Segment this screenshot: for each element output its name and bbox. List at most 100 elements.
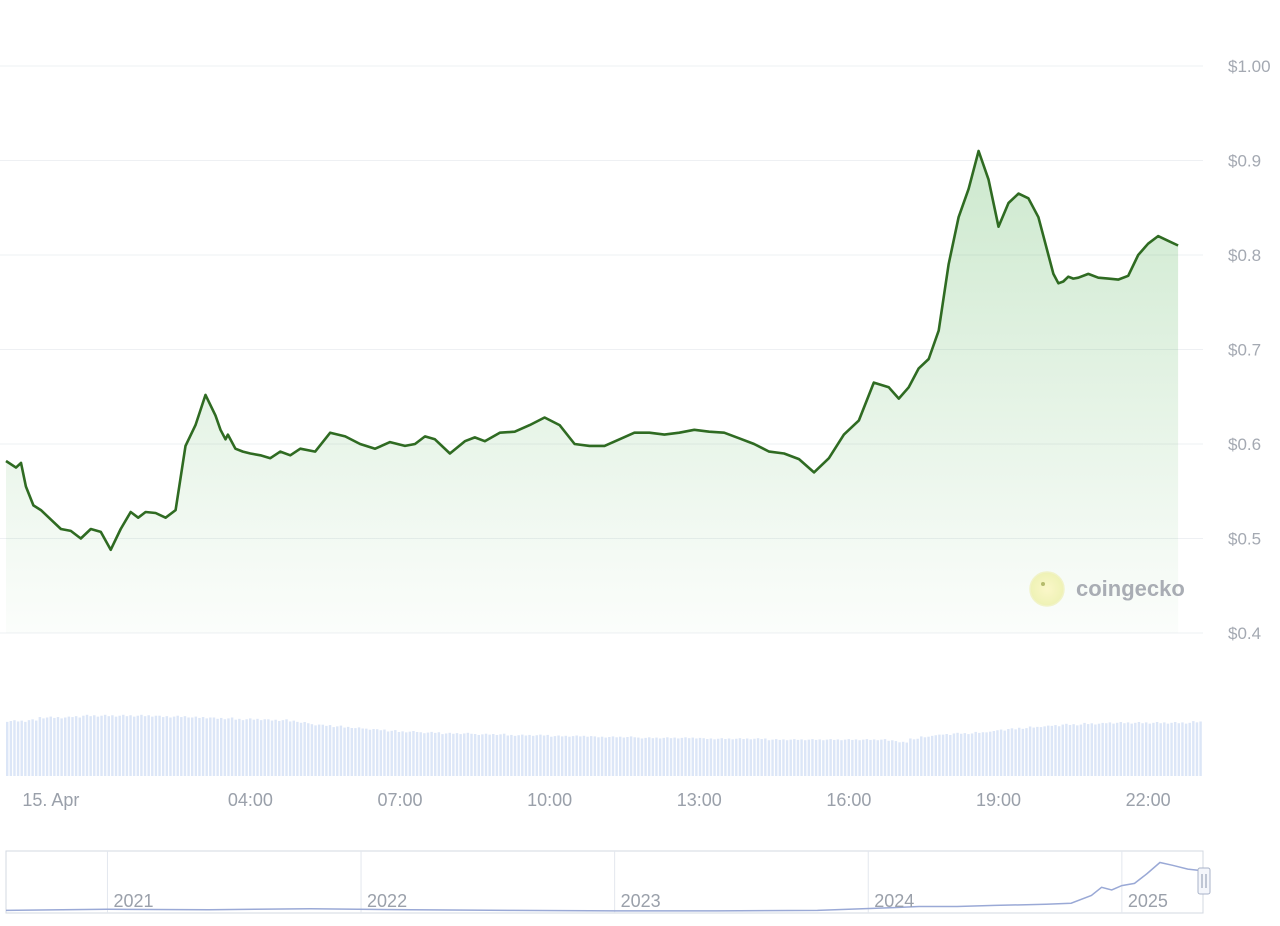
volume-bar: [1032, 727, 1035, 776]
volume-bar: [909, 738, 912, 776]
volume-bar: [390, 730, 393, 776]
volume-bar: [249, 718, 252, 776]
volume-bar: [510, 734, 513, 776]
volume-bar: [1054, 725, 1057, 776]
volume-bar: [176, 715, 179, 776]
volume-bar: [1108, 722, 1112, 776]
volume-bar: [1079, 724, 1083, 776]
volume-bar: [1105, 723, 1108, 776]
volume-bar: [1072, 724, 1075, 776]
x-tick-label: 07:00: [377, 790, 422, 810]
volume-bar: [419, 732, 422, 776]
volume-bar: [245, 719, 248, 776]
volume-bar: [1090, 723, 1093, 776]
volume-bar: [1115, 722, 1119, 776]
volume-bar: [1184, 723, 1188, 776]
y-tick-label: $0.7: [1228, 341, 1261, 360]
volume-bar: [216, 718, 219, 776]
y-axis-ticks: $1.00 $0.9 $0.8 $0.7 $0.6 $0.5 $0.4: [1228, 57, 1271, 643]
volume-bar: [1043, 726, 1046, 776]
volume-bar: [365, 728, 368, 776]
volume-bar: [898, 742, 901, 776]
volume-bar: [408, 731, 412, 776]
volume-bar: [1188, 722, 1191, 776]
volume-bar: [198, 717, 201, 776]
volume-bar: [800, 739, 803, 776]
volume-bar: [122, 714, 125, 776]
volume-bar: [767, 740, 771, 776]
volume-bar: [53, 717, 56, 776]
volume-bar: [1130, 723, 1133, 776]
volume-bar: [735, 738, 738, 776]
volume-bar: [463, 733, 466, 776]
volume-bar: [492, 734, 495, 776]
volume-bar: [793, 739, 796, 776]
price-line: [5, 149, 1179, 552]
volume-bar: [71, 717, 74, 776]
volume-bar: [317, 724, 321, 776]
volume-bar: [448, 732, 451, 776]
volume-bar: [332, 727, 335, 776]
volume-bar: [524, 735, 528, 776]
volume-bar: [814, 739, 818, 776]
volume-bar: [727, 738, 731, 776]
volume-bar: [434, 732, 437, 776]
volume-bar: [883, 739, 887, 776]
volume-bar: [227, 718, 230, 776]
volume-bar: [1126, 722, 1130, 776]
volume-bar: [840, 740, 843, 776]
volume-bar: [205, 718, 208, 776]
x-tick-label: 13:00: [677, 790, 722, 810]
volume-bar: [934, 735, 938, 776]
x-tick-label: 10:00: [527, 790, 572, 810]
volume-bar: [916, 738, 919, 776]
volume-bar: [1159, 723, 1162, 776]
volume-bar: [1148, 723, 1152, 776]
volume-bar: [473, 734, 477, 776]
volume-bar: [394, 730, 397, 776]
volume-bar: [774, 739, 778, 776]
volume-bar: [1195, 722, 1199, 776]
volume-bar: [579, 736, 582, 776]
y-tick-label: $1.00: [1228, 57, 1271, 76]
volume-bar: [923, 737, 927, 776]
volume-bar: [999, 729, 1003, 776]
volume-bar: [1152, 722, 1155, 776]
navigator-handle[interactable]: [1197, 867, 1211, 895]
navigator-year-label: 2021: [113, 891, 153, 911]
volume-bar: [165, 716, 169, 776]
volume-bar: [263, 719, 266, 776]
navigator-year-label: 2024: [874, 891, 914, 911]
volume-bar: [27, 720, 31, 776]
volume-bar: [111, 715, 114, 776]
volume-bar: [745, 738, 749, 776]
volume-bar: [386, 731, 390, 776]
volume-bar: [778, 739, 782, 776]
volume-bar: [375, 729, 379, 776]
volume-bar: [546, 734, 549, 776]
volume-bar: [147, 715, 150, 776]
volume-bar: [1097, 723, 1101, 776]
volume-bar: [169, 717, 172, 776]
volume-bar: [945, 734, 948, 776]
volume-bar: [716, 738, 720, 776]
volume-bar: [677, 738, 680, 776]
time-navigator[interactable]: 2021 2022 2023 2024 2025: [5, 850, 1211, 914]
volume-bar: [455, 733, 459, 776]
volume-bar: [67, 716, 71, 776]
volume-bar: [132, 716, 136, 776]
volume-bar: [96, 716, 100, 776]
volume-bar: [829, 739, 832, 776]
volume-bar: [981, 732, 985, 776]
volume-bar: [470, 733, 473, 776]
volume-bar: [1181, 722, 1184, 776]
volume-bar: [502, 733, 506, 776]
volume-bar: [782, 739, 785, 776]
navigator-grid: [106, 851, 1123, 913]
volume-bar: [687, 738, 691, 776]
volume-bar: [230, 717, 234, 776]
volume-bar: [466, 732, 470, 776]
volume-bar: [535, 735, 539, 776]
volume-bar: [9, 721, 13, 776]
volume-bar: [858, 740, 861, 776]
